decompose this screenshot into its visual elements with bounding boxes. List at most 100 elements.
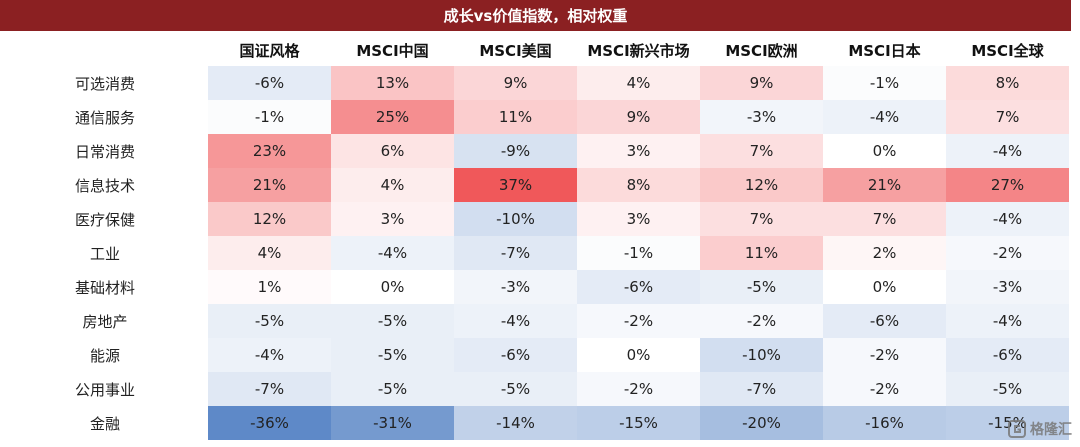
heatmap-cell: -10% [454,202,577,236]
heatmap-cell: 11% [700,236,823,270]
row-label: 工业 [89,244,120,263]
heatmap-cell: -5% [331,304,454,338]
heatmap-cell: 9% [454,66,577,100]
heatmap-cell: 9% [700,66,823,100]
heatmap-cell: 21% [208,168,331,202]
heatmap-cell: -2% [823,338,946,372]
heatmap-cell: -6% [823,304,946,338]
heatmap-cell: 7% [700,134,823,168]
heatmap-cell: 3% [331,202,454,236]
chart-title: 成长vs价值指数，相对权重 [443,6,628,25]
heatmap-cell: -4% [946,304,1069,338]
row-label: 能源 [89,346,120,365]
heatmap-cell: -7% [454,236,577,270]
heatmap-cell: 8% [946,66,1069,100]
heatmap-cell: -5% [331,338,454,372]
heatmap-cell: -4% [331,236,454,270]
heatmap-cell: -2% [946,236,1069,270]
heatmap-cell: 0% [823,134,946,168]
heatmap-cell: -9% [454,134,577,168]
heatmap-cell: 3% [577,202,700,236]
title-underline [0,30,1071,31]
column-header: MSCI日本 [848,41,921,60]
heatmap-cell: -3% [946,270,1069,304]
row-label: 房地产 [82,312,128,331]
chart-title-bar: 成长vs价值指数，相对权重 [0,0,1071,30]
heatmap-cell: 12% [208,202,331,236]
column-header: 国证风格 [239,41,300,60]
row-label: 可选消费 [74,74,135,93]
heatmap-cell: -5% [700,270,823,304]
heatmap-cell: 27% [946,168,1069,202]
heatmap-cell: -4% [454,304,577,338]
heatmap-cell: -5% [946,372,1069,406]
row-label: 日常消费 [74,142,135,161]
column-header: MSCI中国 [356,41,429,60]
heatmap-cell: 4% [331,168,454,202]
heatmap-cell: -4% [946,134,1069,168]
heatmap-cell: 4% [208,236,331,270]
heatmap-cell: 23% [208,134,331,168]
heatmap-cell: 6% [331,134,454,168]
row-label: 金融 [89,414,120,433]
heatmap-cell: 13% [331,66,454,100]
heatmap-cell: -20% [700,406,823,440]
heatmap-cell: 8% [577,168,700,202]
heatmap-cell: 7% [823,202,946,236]
heatmap-cell: 9% [577,100,700,134]
heatmap-cell: 2% [823,236,946,270]
row-label: 公用事业 [74,380,135,399]
heatmap-cell: -5% [331,372,454,406]
heatmap-cell: -4% [946,202,1069,236]
heatmap-cell: 0% [577,338,700,372]
heatmap-cell: -36% [208,406,331,440]
heatmap-cell: -10% [700,338,823,372]
watermark-text: 格隆汇 [1030,422,1072,438]
heatmap-cell: -7% [208,372,331,406]
heatmap-cell: -15% [577,406,700,440]
heatmap-cell: -2% [577,372,700,406]
heatmap-cell: -6% [454,338,577,372]
heatmap-cell: -5% [208,304,331,338]
heatmap-cell: 21% [823,168,946,202]
heatmap-cell: -2% [823,372,946,406]
watermark: 格隆汇 [1008,419,1072,439]
gelonghui-logo-icon [1008,420,1026,438]
column-header: MSCI新兴市场 [587,41,690,60]
heatmap-cell: -6% [208,66,331,100]
row-label: 基础材料 [74,278,135,297]
heatmap-cell: -4% [208,338,331,372]
heatmap-cell: -3% [454,270,577,304]
heatmap-cell: -1% [208,100,331,134]
heatmap-cell: -5% [454,372,577,406]
heatmap-cell: -16% [823,406,946,440]
row-label: 医疗保健 [74,210,135,229]
column-header: MSCI美国 [479,41,552,60]
heatmap-cell: 12% [700,168,823,202]
heatmap-cell: -15% [946,406,1069,440]
heatmap-cell: 11% [454,100,577,134]
row-label: 信息技术 [74,176,135,195]
heatmap-cell: -2% [700,304,823,338]
heatmap-cell: 7% [700,202,823,236]
heatmap-cell: -2% [577,304,700,338]
heatmap-cell: 0% [331,270,454,304]
heatmap-cell: 7% [946,100,1069,134]
heatmap-cell: -7% [700,372,823,406]
heatmap-cell: -1% [823,66,946,100]
heatmap-cell: -31% [331,406,454,440]
heatmap-cell: 37% [454,168,577,202]
heatmap-cell: 4% [577,66,700,100]
heatmap-cell: -1% [577,236,700,270]
heatmap-cell: -6% [577,270,700,304]
heatmap-cell: -4% [823,100,946,134]
heatmap-cell: 25% [331,100,454,134]
heatmap-cell: 3% [577,134,700,168]
heatmap-cell: -3% [700,100,823,134]
heatmap-cell: -6% [946,338,1069,372]
heatmap-cell: 1% [208,270,331,304]
column-header: MSCI欧洲 [725,41,798,60]
heatmap-cell: 0% [823,270,946,304]
column-header: MSCI全球 [971,41,1044,60]
